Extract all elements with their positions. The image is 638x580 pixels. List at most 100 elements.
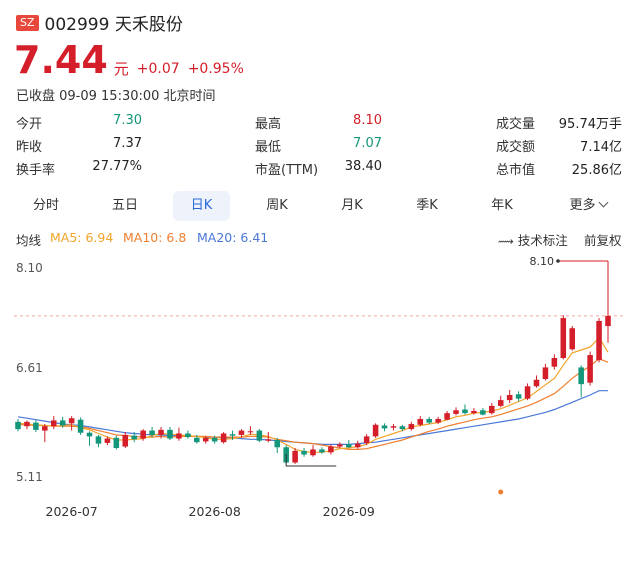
- candle-body: [524, 386, 531, 399]
- candle-body: [462, 409, 468, 414]
- tab-label: 更多: [569, 198, 596, 213]
- period-tabs: 分时 五日 日K 周K 月K 季K 年K 更多: [14, 191, 626, 221]
- candle-body: [372, 424, 379, 437]
- adjust-toggle[interactable]: 前复权: [584, 233, 622, 248]
- candle-body: [345, 444, 352, 448]
- stat-label: 市盈(TTM): [255, 163, 319, 178]
- candle-body: [560, 318, 567, 358]
- tab-label: 季K: [416, 198, 438, 213]
- tab-label: 月K: [341, 198, 363, 213]
- ma-label: 均线: [16, 233, 42, 248]
- candle-body: [220, 433, 227, 443]
- tab-five-day[interactable]: 五日: [93, 191, 157, 221]
- candle-body: [202, 437, 209, 442]
- candle-body: [42, 426, 48, 431]
- candle-body: [176, 433, 182, 439]
- event-dot: [498, 489, 504, 495]
- candle-body: [24, 421, 30, 427]
- candle-body: [578, 367, 584, 385]
- candle-body: [542, 367, 549, 380]
- tab-label: 周K: [266, 198, 288, 213]
- market-status: 已收盘 09-09 15:30:00 北京时间: [16, 89, 216, 104]
- candle-body: [489, 405, 495, 414]
- candle-body: [399, 426, 406, 430]
- candle-body: [337, 444, 343, 447]
- stat-value: 25.86亿: [571, 163, 622, 178]
- candle-body: [15, 421, 21, 430]
- tech-annotation-toggle[interactable]: ⟿ 技术标注: [498, 230, 568, 249]
- candle-body: [292, 450, 298, 463]
- price-change: +0.07: [136, 61, 180, 77]
- candle-body: [328, 446, 334, 453]
- tab-monthly-k[interactable]: 月K: [320, 191, 384, 221]
- stat-label: 最高: [255, 117, 282, 132]
- y-tick-label: 5.11: [16, 470, 43, 484]
- tab-yearly-k[interactable]: 年K: [470, 191, 534, 221]
- stock-header: SZ 002999 天禾股份: [16, 10, 183, 35]
- candle-body: [301, 450, 307, 455]
- candle-body: [497, 400, 504, 406]
- stat-label: 总市值: [496, 163, 536, 178]
- tab-label: 日K: [190, 198, 213, 213]
- candle-body: [265, 439, 272, 441]
- candle-body: [596, 320, 602, 361]
- candle-body: [319, 449, 325, 453]
- stat-value: 7.30: [113, 113, 142, 128]
- candle-body: [158, 429, 164, 435]
- candle-body: [506, 395, 513, 401]
- candle-body: [113, 437, 120, 448]
- high-marker-dot: [556, 259, 560, 263]
- candle-body: [471, 410, 477, 414]
- ma5-value: MA5: 6.94: [50, 230, 114, 245]
- candle-body: [50, 420, 57, 427]
- price-unit: 元: [113, 60, 129, 78]
- candle-body: [381, 425, 388, 429]
- tab-intraday[interactable]: 分时: [14, 191, 78, 221]
- price-change-pct: +0.95%: [187, 61, 244, 77]
- stat-label: 换手率: [16, 163, 56, 178]
- candle-body: [363, 436, 370, 443]
- tab-daily-k[interactable]: 日K: [173, 191, 230, 221]
- candle-body: [453, 410, 459, 414]
- stat-value: 27.77%: [92, 159, 142, 174]
- x-tick-label: 2026-09: [323, 504, 375, 519]
- stat-value: 38.40: [344, 159, 382, 174]
- tab-weekly-k[interactable]: 周K: [245, 191, 309, 221]
- candle-body: [551, 357, 558, 367]
- stat-label: 最低: [255, 140, 282, 155]
- candle-body: [211, 437, 218, 442]
- stat-label: 昨收: [16, 140, 43, 155]
- tab-more[interactable]: 更多: [554, 191, 622, 221]
- candle-body: [140, 430, 146, 439]
- last-price: 7.44: [14, 38, 108, 82]
- y-tick-label: 8.10: [16, 261, 43, 275]
- candle-body: [68, 418, 75, 424]
- candle-body: [444, 413, 450, 420]
- candle-body: [515, 394, 522, 399]
- candle-body: [229, 434, 236, 436]
- candle-body: [77, 419, 84, 433]
- candle-body: [533, 379, 540, 387]
- ma10-line: [18, 358, 609, 450]
- tab-label: 年K: [491, 198, 513, 213]
- stock-title: 002999 天禾股份: [44, 15, 183, 35]
- stat-label: 成交额: [496, 140, 536, 155]
- exchange-badge: SZ: [16, 14, 39, 31]
- candle-body: [194, 437, 200, 443]
- tab-label: 分时: [32, 198, 59, 213]
- candle-body: [185, 433, 191, 438]
- candle-body: [310, 449, 316, 456]
- candle-body: [104, 438, 111, 443]
- candle-body: [426, 418, 432, 423]
- candle-body: [122, 434, 129, 447]
- candle-body: [238, 430, 245, 435]
- tab-quarterly-k[interactable]: 季K: [395, 191, 459, 221]
- candle-body: [149, 430, 155, 435]
- y-tick-label: 6.61: [16, 361, 43, 375]
- tech-annotation-icon: ⟿: [498, 235, 514, 248]
- candle-body: [95, 436, 102, 444]
- candle-body: [256, 430, 263, 441]
- stat-value: 7.07: [353, 136, 382, 151]
